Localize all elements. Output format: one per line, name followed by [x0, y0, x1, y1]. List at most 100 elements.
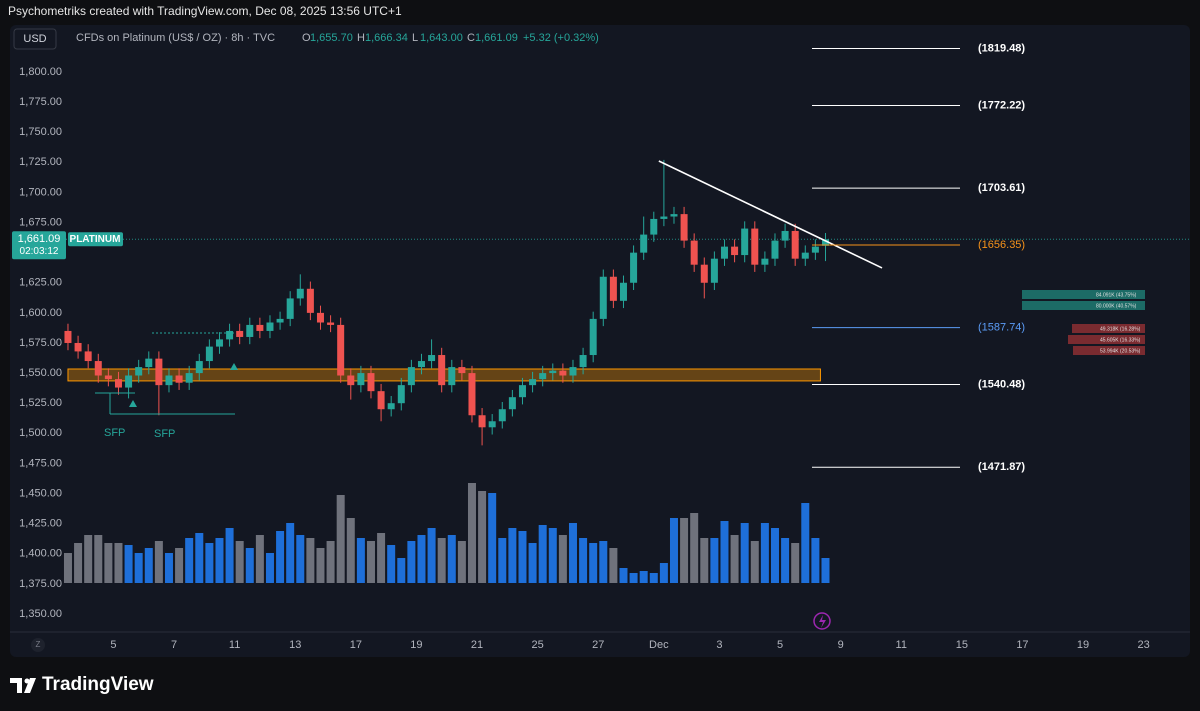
- ohlc-value: 1,666.34: [365, 32, 408, 44]
- x-tick-label: 19: [410, 639, 422, 651]
- symbol-title: CFDs on Platinum (US$ / OZ) · 8h · TVC: [76, 32, 275, 44]
- volume-bar: [215, 538, 224, 583]
- candle-body: [296, 288, 304, 299]
- volume-bar: [306, 538, 315, 583]
- volume-bar: [175, 548, 184, 583]
- ohlc-key: C: [467, 32, 475, 44]
- candle-body: [337, 324, 345, 376]
- candle-body: [640, 234, 648, 253]
- y-tick-label: 1,525.00: [19, 397, 62, 409]
- ohlc-value: 1,655.70: [310, 32, 353, 44]
- x-tick-label: 19: [1077, 639, 1089, 651]
- x-tick-label: 5: [110, 639, 116, 651]
- volume-bar: [659, 563, 668, 583]
- y-tick-label: 1,575.00: [19, 337, 62, 349]
- volume-bar: [760, 523, 769, 583]
- candle-body: [619, 282, 627, 301]
- order-book-label: 84.091K (43.75%): [1096, 292, 1137, 298]
- volume-bar: [366, 541, 375, 583]
- candle-body: [680, 214, 688, 241]
- currency[interactable]: USD: [23, 33, 46, 45]
- volume-bar: [478, 491, 487, 583]
- event-icon[interactable]: [813, 612, 831, 630]
- x-tick-label: 11: [896, 639, 907, 651]
- volume-bar: [74, 543, 83, 583]
- candle-body: [397, 385, 405, 404]
- candle-body: [781, 230, 789, 241]
- volume-bar: [144, 548, 153, 583]
- zoom-button[interactable]: [31, 638, 45, 652]
- candle-body: [741, 228, 749, 256]
- candle-body: [650, 218, 658, 235]
- candle-body: [660, 216, 668, 219]
- candle-body: [468, 373, 476, 416]
- volume-bar: [164, 553, 173, 583]
- volume-bar: [821, 558, 830, 583]
- candle-body: [791, 230, 799, 259]
- ohlc-key: O: [302, 32, 311, 44]
- x-tick-label: 7: [171, 639, 177, 651]
- volume-bar: [296, 535, 305, 583]
- candle-body: [286, 298, 294, 319]
- y-tick-label: 1,725.00: [19, 156, 62, 168]
- candle-body: [327, 322, 335, 325]
- candle-body: [811, 246, 819, 253]
- volume-bar: [377, 533, 386, 583]
- ohlc-legend: O 1,655.70 H 1,666.34 L 1,643.00 C 1,661.09 +5.3…: [302, 32, 599, 44]
- volume-bar: [811, 538, 820, 583]
- level-label: (1656.35): [978, 239, 1025, 251]
- order-book-bar: [1073, 346, 1145, 355]
- volume-bar: [639, 571, 648, 583]
- candle-body: [478, 415, 486, 428]
- volume-bar: [84, 535, 93, 583]
- countdown: 02:03:12: [20, 246, 59, 257]
- candle-body: [751, 228, 759, 265]
- volume-bar: [710, 538, 719, 583]
- candle-body: [215, 339, 223, 347]
- candle-body: [316, 312, 324, 323]
- event-bolt: [819, 615, 826, 628]
- volume-bar: [750, 541, 759, 583]
- volume-bar: [498, 538, 507, 583]
- x-tick-label: 11: [229, 639, 240, 651]
- volume-bar: [255, 535, 264, 583]
- volume-bar: [770, 528, 779, 583]
- y-tick-label: 1,750.00: [19, 126, 62, 138]
- candle-body: [589, 318, 597, 356]
- y-tick-label: 1,500.00: [19, 427, 62, 439]
- volume-bar: [518, 531, 527, 583]
- brand-logo: [10, 678, 22, 693]
- volume-bar: [700, 538, 709, 583]
- volume-bar: [488, 493, 497, 583]
- volume-bar: [599, 541, 608, 583]
- candle-body: [145, 358, 153, 368]
- currency-box[interactable]: [13, 28, 57, 50]
- volume-bar: [589, 543, 598, 583]
- volume-bar: [417, 535, 426, 583]
- candle-body: [761, 258, 769, 265]
- volume-bar: [528, 543, 537, 583]
- candle-body: [114, 379, 122, 388]
- volume-bar: [669, 518, 678, 583]
- volume-bar: [629, 573, 638, 583]
- x-tick-label: 5: [777, 639, 783, 651]
- y-tick-label: 1,600.00: [19, 307, 62, 319]
- brand-logo: [24, 678, 30, 684]
- ohlc-key: L: [412, 32, 418, 44]
- candle-body: [306, 288, 314, 313]
- x-tick-label: 23: [1138, 639, 1150, 651]
- candle-body: [438, 355, 446, 386]
- volume-bar: [609, 548, 618, 583]
- volume-bar: [467, 483, 476, 583]
- candle-body: [377, 391, 385, 410]
- candle-body: [498, 409, 506, 422]
- order-book-label: 45.605K (16.33%): [1100, 337, 1141, 343]
- volume-bar: [387, 545, 396, 583]
- y-tick-label: 1,700.00: [19, 186, 62, 198]
- volume-bar: [316, 548, 325, 583]
- candle-body: [771, 240, 779, 259]
- candle-body: [488, 421, 496, 428]
- zoom-icon[interactable]: Z: [36, 640, 41, 649]
- volume-bar: [397, 558, 406, 583]
- volume-bar: [801, 503, 810, 583]
